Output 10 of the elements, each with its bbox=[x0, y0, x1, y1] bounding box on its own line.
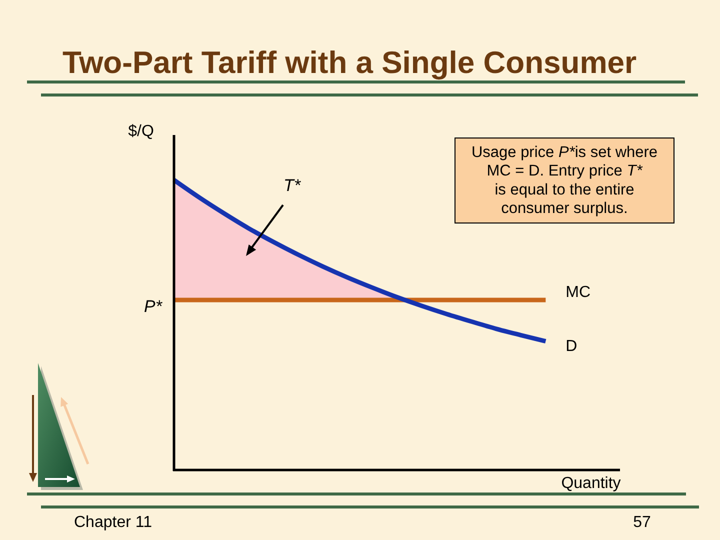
text: Chapter 11 bbox=[74, 514, 152, 531]
text: P* bbox=[144, 297, 164, 316]
chart-title: Two-Part Tariff with a Single Consumer bbox=[62, 45, 637, 80]
text: 57 bbox=[633, 514, 651, 531]
x-axis-title: Quantity bbox=[561, 475, 621, 492]
y-axis-title: $/Q bbox=[128, 123, 154, 140]
series-label: MC bbox=[566, 284, 591, 302]
annotation: T* bbox=[284, 176, 302, 195]
series-label: D bbox=[566, 338, 578, 356]
annotation: Usage price P*is set where MC = D. Entry price T* is equal to the entire consumer surplus. bbox=[471, 144, 658, 218]
